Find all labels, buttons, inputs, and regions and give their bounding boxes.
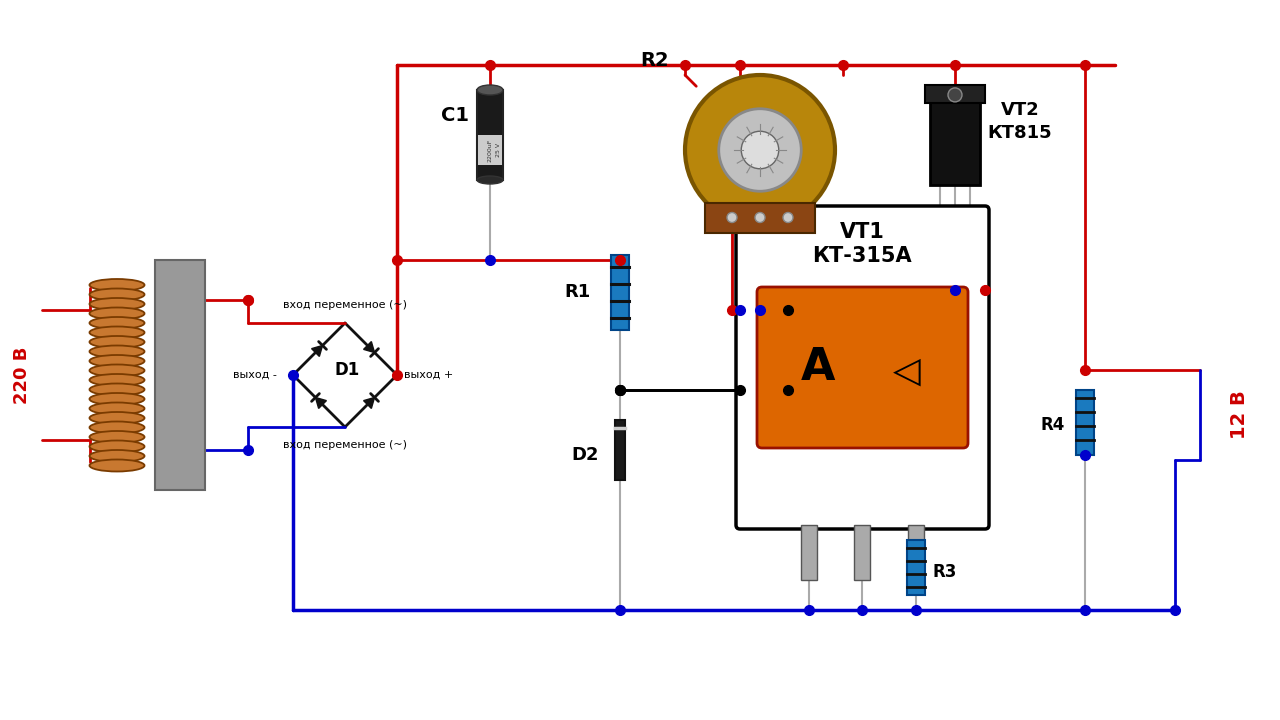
Polygon shape (315, 397, 326, 408)
Text: VT1: VT1 (840, 222, 884, 242)
Bar (477, 90, 503, 180)
Ellipse shape (90, 441, 145, 452)
Bar (705, 202, 815, 233)
Ellipse shape (90, 355, 145, 367)
Ellipse shape (90, 307, 145, 320)
Text: вход переменное (~): вход переменное (~) (283, 300, 407, 310)
FancyBboxPatch shape (756, 287, 968, 448)
Text: выход +: выход + (404, 370, 453, 380)
Ellipse shape (90, 346, 145, 358)
Bar (908, 540, 925, 595)
Ellipse shape (90, 364, 145, 377)
Text: R4: R4 (1041, 416, 1065, 434)
Circle shape (783, 212, 794, 222)
Ellipse shape (90, 421, 145, 433)
Circle shape (755, 212, 765, 222)
Bar (155, 260, 205, 490)
Ellipse shape (90, 298, 145, 310)
Ellipse shape (90, 279, 145, 291)
Bar (800, 525, 817, 580)
Ellipse shape (477, 85, 503, 95)
Text: вход переменное (~): вход переменное (~) (283, 440, 407, 450)
Ellipse shape (90, 336, 145, 348)
Text: A: A (801, 346, 836, 389)
Circle shape (719, 109, 801, 192)
Text: D1: D1 (334, 361, 360, 379)
Text: 25 V: 25 V (495, 143, 500, 157)
Bar (614, 420, 625, 480)
Text: C1: C1 (442, 106, 468, 125)
Text: ◁: ◁ (892, 355, 920, 389)
Bar (855, 525, 870, 580)
Ellipse shape (90, 412, 145, 424)
Ellipse shape (90, 374, 145, 386)
Text: 12 В: 12 В (1230, 391, 1249, 439)
Circle shape (948, 88, 963, 102)
Circle shape (685, 75, 835, 225)
Bar (925, 85, 986, 103)
Bar (1076, 390, 1094, 455)
Text: R3: R3 (932, 563, 956, 581)
Text: КТ815: КТ815 (988, 124, 1052, 142)
Ellipse shape (90, 393, 145, 405)
Polygon shape (364, 341, 375, 353)
Bar (931, 85, 980, 185)
Text: 220 В: 220 В (13, 346, 31, 404)
Circle shape (727, 212, 737, 222)
Ellipse shape (90, 384, 145, 395)
Ellipse shape (90, 289, 145, 300)
Text: 2200uF: 2200uF (488, 138, 493, 162)
FancyBboxPatch shape (736, 206, 989, 529)
Text: R1: R1 (564, 283, 591, 301)
Ellipse shape (477, 176, 503, 184)
Ellipse shape (90, 326, 145, 338)
Ellipse shape (90, 450, 145, 462)
Circle shape (741, 131, 778, 168)
Ellipse shape (90, 459, 145, 472)
Ellipse shape (90, 402, 145, 415)
Ellipse shape (90, 431, 145, 443)
Ellipse shape (90, 317, 145, 329)
Text: D2: D2 (571, 446, 599, 464)
Bar (611, 255, 628, 330)
Bar (909, 525, 924, 580)
Polygon shape (311, 346, 323, 356)
Text: КТ-315А: КТ-315А (813, 246, 911, 266)
Bar (477, 135, 502, 165)
Text: выход -: выход - (233, 370, 276, 380)
Polygon shape (364, 397, 375, 408)
Text: R2: R2 (641, 50, 669, 70)
Text: VT2: VT2 (1001, 101, 1039, 119)
